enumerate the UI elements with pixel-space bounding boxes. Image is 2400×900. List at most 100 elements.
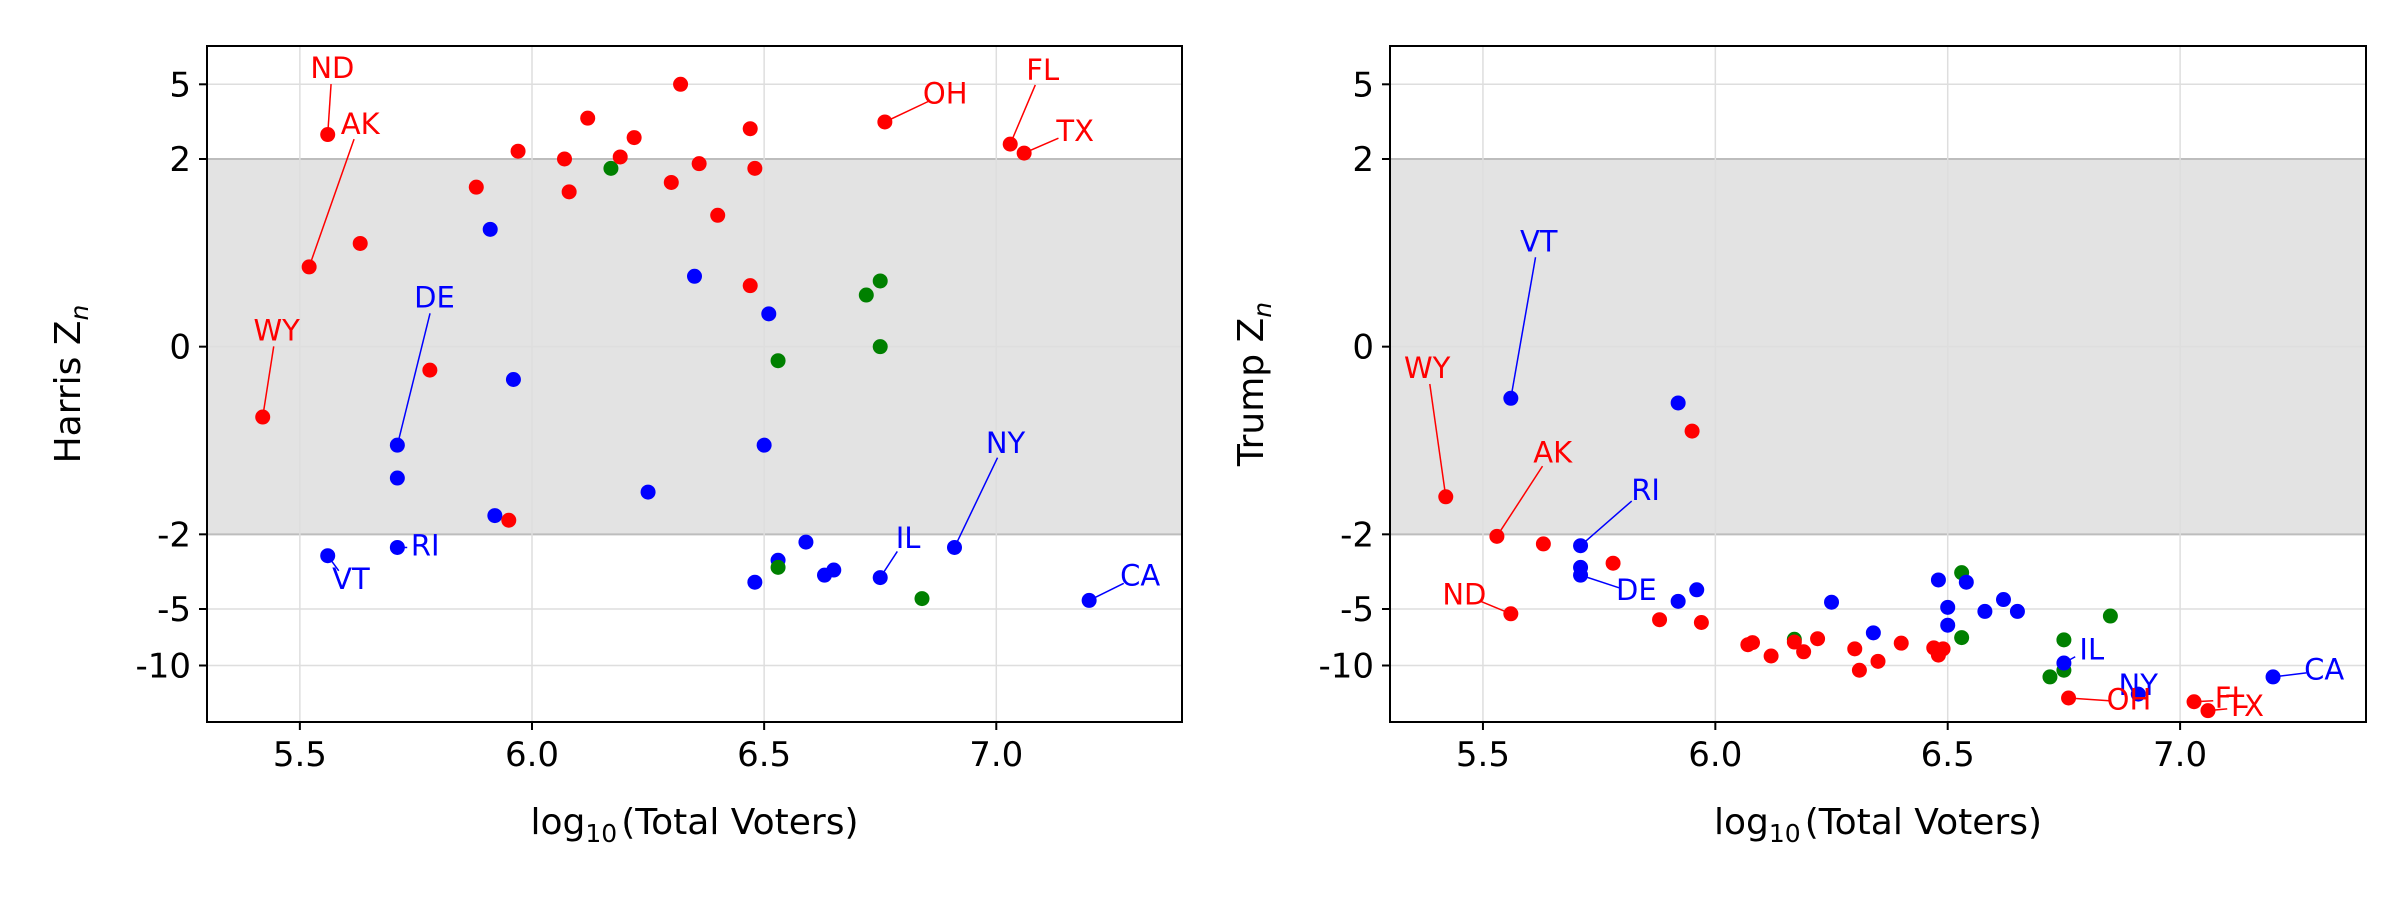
- data-point: [1930, 572, 1946, 588]
- y-axis-label: Harris Zn: [48, 305, 94, 464]
- data-point: [1796, 644, 1812, 660]
- data-point: [320, 127, 336, 143]
- data-point: [1670, 593, 1686, 609]
- x-tick-label: 6.0: [505, 735, 559, 775]
- data-point: [2061, 690, 2077, 706]
- y-tick-label: -2: [1340, 515, 1374, 555]
- x-tick-label: 7.0: [969, 735, 1023, 775]
- data-point: [798, 534, 814, 550]
- state-label: TX: [2225, 689, 2264, 723]
- harris-panel: ND AK WY DE RI VT OH FL TX IL NY CA 5.5 6.0 6.5 7.0 5 2 0 -…: [48, 45, 1183, 848]
- leader-line: [1510, 257, 1537, 399]
- data-point: [691, 156, 707, 172]
- state-label: IL: [2079, 632, 2104, 666]
- data-point: [612, 149, 628, 165]
- data-point: [1573, 538, 1589, 554]
- x-axis-label-rest: (Total Voters): [621, 802, 858, 843]
- x-axis-label-subscript: 10: [1769, 819, 1801, 848]
- leader-line: [396, 313, 431, 446]
- data-point: [603, 160, 619, 176]
- state-label: DE: [1616, 573, 1657, 607]
- state-label: AK: [341, 107, 381, 141]
- y-tick-label: -10: [1318, 647, 1374, 687]
- data-point: [663, 174, 679, 190]
- data-point: [482, 221, 498, 237]
- data-point: [1810, 631, 1826, 647]
- axes-frame: [206, 45, 1183, 723]
- data-point: [687, 268, 702, 284]
- leader-line: [1580, 500, 1633, 547]
- data-point: [1684, 423, 1700, 439]
- data-point: [1851, 662, 1867, 678]
- data-point: [770, 559, 786, 575]
- state-label: NY: [986, 426, 1026, 460]
- state-label: WY: [253, 314, 300, 348]
- data-point: [872, 273, 888, 289]
- state-label: TX: [1055, 114, 1094, 148]
- x-tick-label: 6.0: [1688, 735, 1742, 775]
- data-point: [1940, 599, 1956, 615]
- data-point: [1745, 635, 1761, 651]
- data-point: [320, 548, 336, 564]
- leader-line: [1009, 84, 1036, 145]
- y-tick-label: -5: [1340, 590, 1374, 630]
- y-tick-label: -5: [157, 590, 191, 630]
- leader-line: [1429, 383, 1447, 497]
- data-point: [756, 437, 772, 453]
- data-point: [872, 339, 888, 355]
- data-point: [1954, 630, 1970, 646]
- data-point: [2056, 632, 2072, 648]
- data-point: [1763, 648, 1779, 664]
- y-tick-label: 0: [1352, 328, 1374, 368]
- data-point: [770, 353, 786, 369]
- data-point: [1670, 395, 1686, 411]
- data-point: [2200, 703, 2216, 719]
- data-point: [872, 570, 888, 586]
- data-point: [389, 437, 405, 453]
- leader-line: [953, 457, 999, 548]
- data-point: [1489, 528, 1505, 544]
- state-label: ND: [1442, 578, 1486, 612]
- state-label: NY: [2119, 668, 2159, 702]
- leader-line: [261, 346, 275, 418]
- data-point: [1786, 634, 1802, 650]
- state-label: DE: [414, 281, 455, 315]
- data-point: [640, 484, 656, 500]
- state-label: OH: [923, 77, 968, 111]
- y-axis-label-subscript: n: [65, 305, 94, 321]
- data-point: [1995, 592, 2011, 608]
- y-tick-label: 5: [169, 65, 191, 105]
- data-point: [1893, 635, 1909, 651]
- x-axis-label-subscript: 10: [585, 819, 617, 848]
- y-tick-label: 0: [169, 328, 191, 368]
- data-point: [389, 470, 405, 486]
- state-label: CA: [2304, 652, 2344, 686]
- axes-frame: [1389, 45, 2367, 723]
- data-point: [1081, 592, 1097, 608]
- data-point: [626, 130, 642, 146]
- x-tick-label: 5.5: [1456, 735, 1510, 775]
- y-axis-label-main: Trump Z: [1231, 318, 1272, 467]
- state-label: ND: [310, 51, 354, 85]
- data-point: [747, 574, 763, 590]
- data-point: [1847, 641, 1863, 657]
- state-label: IL: [896, 521, 921, 555]
- data-point: [1935, 641, 1951, 657]
- x-axis-label-rest: (Total Voters): [1805, 802, 2042, 843]
- data-point: [1689, 582, 1705, 598]
- data-point: [505, 372, 521, 388]
- state-label: RI: [1631, 473, 1660, 507]
- data-point: [710, 207, 726, 223]
- data-point: [1977, 603, 1993, 619]
- data-point: [761, 306, 777, 322]
- x-tick-label: 7.0: [2153, 735, 2207, 775]
- state-label: FL: [1026, 53, 1059, 87]
- state-label: AK: [1533, 436, 1573, 470]
- data-point: [1503, 606, 1519, 622]
- data-point: [352, 235, 368, 251]
- y-tick-label: 2: [169, 140, 191, 180]
- data-point: [826, 562, 842, 578]
- state-label: VT: [332, 562, 370, 596]
- data-point: [1958, 574, 1974, 590]
